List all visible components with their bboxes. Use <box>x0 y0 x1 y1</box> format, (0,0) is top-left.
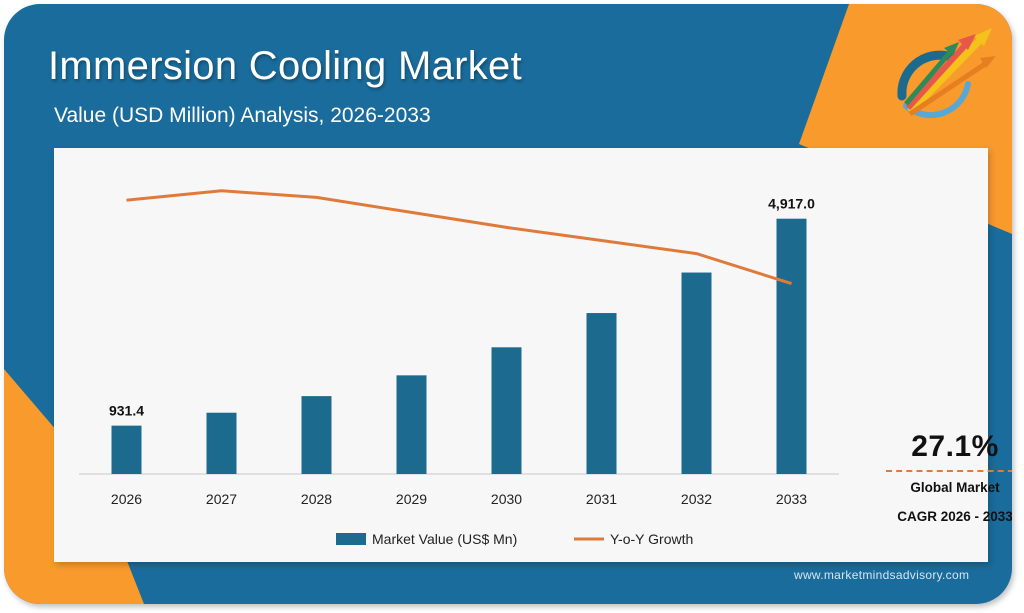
cagr-label-global-market: Global Market <box>910 480 1000 495</box>
bar-2029 <box>396 375 427 474</box>
footer-url: www.marketmindsadvisory.com <box>794 568 970 582</box>
bar-2027 <box>206 412 237 474</box>
bar-2030 <box>491 347 522 474</box>
chart-panel: 2026 931.4 2027 2028 2029 2030 2031 2032 2033 4,9… <box>54 148 1012 562</box>
x-tick-label-2032: 2032 <box>681 491 712 507</box>
cagr-value: 27.1% <box>911 430 999 463</box>
infographic-frame: Immersion Cooling Market Value (USD Mill… <box>4 4 1012 604</box>
bar-2028 <box>301 396 332 474</box>
x-tick-label-2026: 2026 <box>111 491 142 507</box>
data-label-2026: 931.4 <box>109 403 144 419</box>
x-tick-label-2031: 2031 <box>586 491 617 507</box>
series-line-yoy-growth <box>126 189 792 286</box>
bar-2033 <box>776 218 807 474</box>
cagr-label-period: CAGR 2026 - 2033 <box>897 509 1012 524</box>
x-tick-label-2029: 2029 <box>396 491 427 507</box>
legend-swatch-market-value <box>336 533 366 545</box>
growth-arrows-logo-icon <box>897 28 996 119</box>
x-tick-label-2028: 2028 <box>301 491 332 507</box>
bar-2032 <box>681 272 712 474</box>
chart: 2026 931.4 2027 2028 2029 2030 2031 2032 2033 4,9… <box>79 189 839 547</box>
cagr-divider <box>886 470 1012 472</box>
x-tick-label-2027: 2027 <box>206 491 237 507</box>
bar-2031 <box>586 313 617 474</box>
page-title: Immersion Cooling Market <box>48 44 523 88</box>
cagr-highlight: 27.1% Global Market CAGR 2026 - 2033 <box>884 430 1012 524</box>
legend-label-market-value: Market Value (US$ Mn) <box>372 531 517 547</box>
legend-label-yoy-growth: Y-o-Y Growth <box>610 531 693 547</box>
x-tick-label-2030: 2030 <box>491 491 522 507</box>
x-tick-label-2033: 2033 <box>776 491 807 507</box>
bar-2026 <box>111 425 142 474</box>
page-subtitle: Value (USD Million) Analysis, 2026-2033 <box>54 104 431 127</box>
data-label-2033: 4,917.0 <box>768 196 815 212</box>
